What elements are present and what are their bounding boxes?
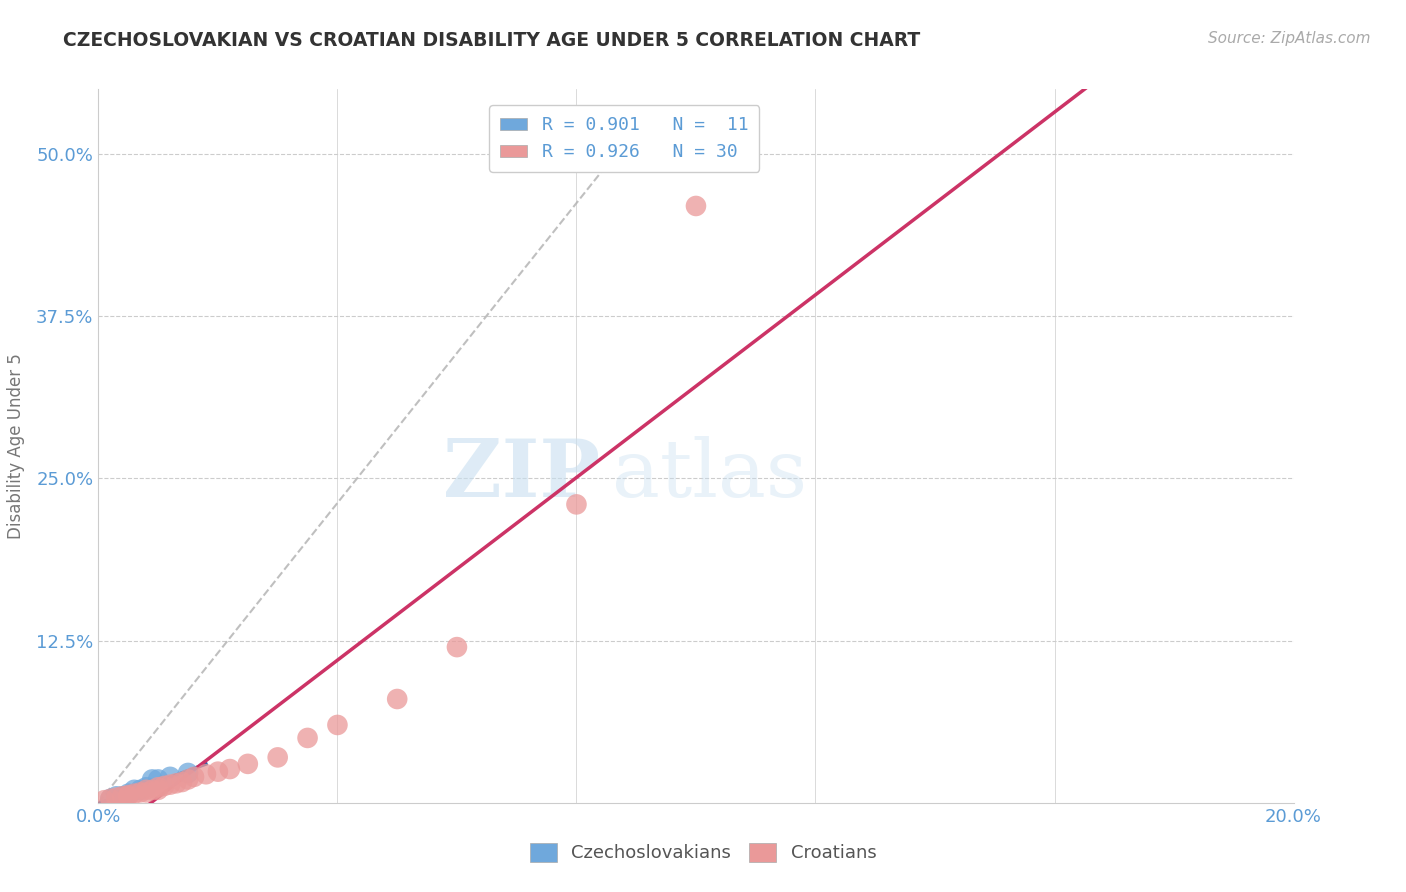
Point — [195, 767, 218, 781]
Point — [117, 788, 139, 802]
Point — [177, 766, 200, 780]
Legend: Czechoslovakians, Croatians: Czechoslovakians, Croatians — [523, 836, 883, 870]
Point — [685, 199, 707, 213]
Point — [129, 782, 152, 797]
Point — [385, 692, 409, 706]
Point — [135, 780, 157, 795]
Legend: R = 0.901   N =  11, R = 0.926   N = 30: R = 0.901 N = 11, R = 0.926 N = 30 — [489, 105, 759, 172]
Text: ZIP: ZIP — [443, 435, 600, 514]
Point — [124, 787, 146, 801]
Point — [159, 770, 181, 784]
Point — [117, 789, 139, 804]
Point — [111, 789, 134, 804]
Text: CZECHOSLOVAKIAN VS CROATIAN DISABILITY AGE UNDER 5 CORRELATION CHART: CZECHOSLOVAKIAN VS CROATIAN DISABILITY A… — [63, 31, 921, 50]
Point — [207, 764, 229, 779]
Point — [148, 782, 170, 797]
Point — [98, 792, 122, 806]
Point — [98, 792, 122, 806]
Point — [135, 782, 157, 797]
Point — [183, 770, 205, 784]
Point — [297, 731, 319, 745]
Point — [172, 775, 194, 789]
Point — [165, 776, 187, 790]
Text: Source: ZipAtlas.com: Source: ZipAtlas.com — [1208, 31, 1371, 46]
Point — [111, 789, 134, 804]
Point — [105, 789, 128, 804]
Point — [219, 762, 242, 776]
Point — [565, 497, 588, 511]
Text: atlas: atlas — [613, 435, 807, 514]
Point — [141, 782, 163, 797]
Point — [148, 780, 170, 795]
Point — [446, 640, 468, 654]
Point — [326, 718, 349, 732]
Point — [177, 772, 200, 787]
Y-axis label: Disability Age Under 5: Disability Age Under 5 — [7, 353, 25, 539]
Point — [267, 750, 290, 764]
Point — [93, 793, 115, 807]
Point — [129, 785, 152, 799]
Point — [159, 778, 181, 792]
Point — [135, 785, 157, 799]
Point — [148, 772, 170, 787]
Point — [105, 790, 128, 805]
Point — [117, 787, 139, 801]
Point — [141, 772, 163, 787]
Point — [124, 782, 146, 797]
Point — [236, 756, 259, 771]
Point — [153, 779, 176, 793]
